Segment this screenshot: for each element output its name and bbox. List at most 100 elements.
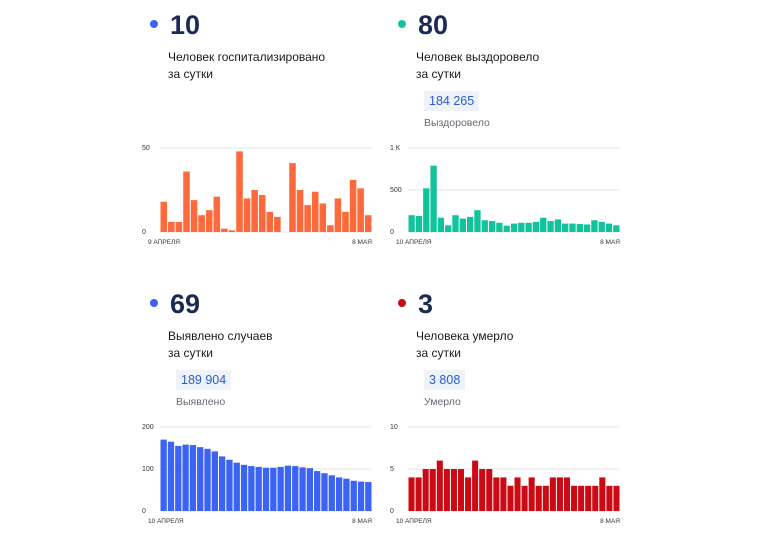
bar [437,217,445,232]
bar [175,221,183,232]
panel-recovered: 80 Человек выздоровело за сутки 184 265 … [398,5,658,275]
bar [450,469,457,511]
bar [160,201,168,232]
bar [304,205,311,232]
bar [528,477,535,511]
description-line-1: Человек госпитализировано [168,50,326,64]
bar [474,210,481,232]
x-tick-label-start: 9 АПРЕЛЯ [148,239,180,246]
chart-detected: 0 100 200 10 АПРЕЛЯ 8 МАЯ [142,424,372,525]
bar [408,477,415,511]
bar [547,221,554,232]
bar [510,223,518,232]
bar [343,478,350,511]
bar [465,477,472,511]
chart-recovered: 0 500 1 К 10 АПРЕЛЯ 8 МАЯ [390,145,620,246]
bar [349,179,357,232]
bar [549,477,556,511]
description: Человека умерло за сутки [416,328,636,362]
bar [299,467,306,511]
description-line-1: Человека умерло [416,329,514,343]
bar [563,477,571,511]
bar [436,460,443,511]
bar [277,466,284,511]
bar [168,221,175,232]
series-dot [398,20,406,28]
daily-value: 69 [170,289,201,319]
bar [357,188,364,232]
panel-deaths: 3 Человека умерло за сутки 3 808 Умерло [398,284,658,554]
y-tick-label: 5 [390,466,394,473]
bar [569,223,576,232]
description-line-2: за сутки [416,346,461,360]
bar [599,477,606,511]
bar [613,225,620,232]
bar [445,225,452,232]
description-line-2: за сутки [168,346,213,360]
bar [327,225,334,232]
y-tick-label: 100 [142,466,154,473]
bar [554,219,562,232]
bar [204,448,211,511]
bar [248,466,255,511]
y-tick-label: 0 [390,229,394,236]
daily-value: 3 [418,289,434,319]
bar [211,451,218,511]
bar [342,211,349,232]
bar [415,216,423,232]
bar [328,475,335,511]
bar [613,485,620,511]
daily-value: 80 [418,10,449,40]
bar [189,445,197,511]
bar [198,215,205,232]
x-tick-label-start: 10 АПРЕЛЯ [396,239,432,246]
cumulative-label: Выздоровело [424,117,490,129]
bar [311,191,319,232]
bar [503,225,510,232]
bar [408,215,415,232]
series-dot [150,20,158,28]
bar [562,223,569,232]
description-line-2: за сутки [416,67,461,81]
description-line-1: Выявлено случаев [168,329,273,343]
bar [251,190,258,232]
y-tick-label: 0 [142,508,146,515]
description-line-1: Человек выздоровело [416,50,540,64]
bar [365,482,372,511]
cumulative-total: 189 904 [176,370,232,390]
x-tick-label-end: 8 МАЯ [352,239,372,246]
bar [457,469,465,511]
bar [190,200,198,232]
bar [578,485,585,511]
bar [319,203,327,232]
cumulative-label: Умерло [424,396,461,408]
y-tick-label: 200 [142,424,154,431]
bar [486,469,493,511]
bar [481,220,488,232]
bar [585,485,592,511]
x-tick-label-start: 10 АПРЕЛЯ [396,518,432,525]
bar [183,171,190,232]
bar [266,211,274,232]
bar [556,477,563,511]
bar [243,198,251,232]
series-dot [398,299,406,307]
x-tick-label-end: 8 МАЯ [600,239,620,246]
bar [292,466,299,511]
y-tick-label: 10 [390,424,398,431]
bar [452,215,459,232]
x-tick-label-start: 10 АПРЕЛЯ [148,518,184,525]
bar [218,456,226,511]
description-line-2: за сутки [168,67,213,81]
bar [422,469,429,511]
description: Выявлено случаев за сутки [168,328,388,362]
bar [240,464,248,511]
series-dot [150,299,158,307]
bar [532,221,540,232]
bar [262,467,270,511]
bar [606,485,613,511]
bar [571,485,578,511]
x-tick-label-end: 8 МАЯ [352,518,372,525]
bar [205,210,213,232]
y-tick-label: 0 [390,508,394,515]
